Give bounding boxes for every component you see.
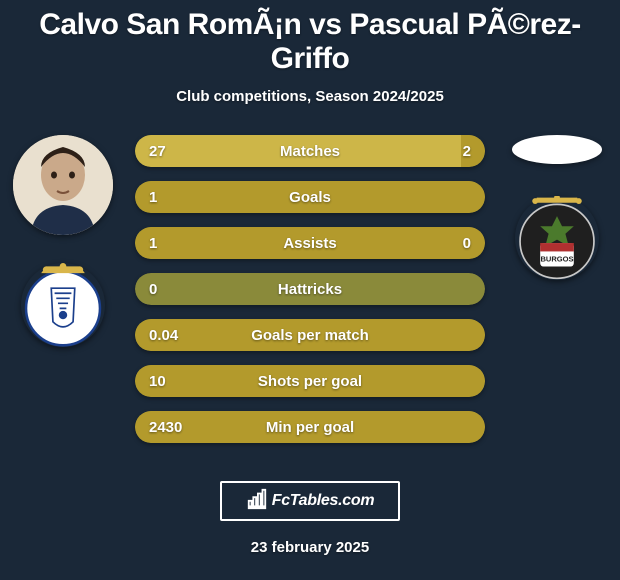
right-player-column: BURGOS <box>502 135 612 280</box>
footer-site-text: FcTables.com <box>272 492 375 510</box>
subtitle: Club competitions, Season 2024/2025 <box>0 88 620 105</box>
stat-row: 272Matches <box>135 135 485 167</box>
footer-site-badge: FcTables.com <box>220 481 400 521</box>
chart-icon <box>246 488 268 515</box>
footer-date: 23 february 2025 <box>0 539 620 556</box>
comparison-panel: BURGOS 272Matches 1Goals 10Assists 0Hattric… <box>0 135 620 455</box>
right-club-badge: BURGOS <box>515 196 599 280</box>
stat-row: 10Shots per goal <box>135 365 485 397</box>
stat-bars: 272Matches 1Goals 10Assists 0Hattricks 0.04G… <box>135 135 485 443</box>
svg-text:BURGOS: BURGOS <box>540 255 573 264</box>
right-player-avatar <box>512 135 602 164</box>
left-club-badge <box>21 263 105 347</box>
left-player-avatar <box>13 135 113 235</box>
stat-row: 10Assists <box>135 227 485 259</box>
stat-row: 0.04Goals per match <box>135 319 485 351</box>
stat-row: 1Goals <box>135 181 485 213</box>
left-player-column <box>8 135 118 347</box>
page-title: Calvo San RomÃ¡n vs Pascual PÃ©rez-Griff… <box>0 0 620 76</box>
stat-row: 2430Min per goal <box>135 411 485 443</box>
stat-row: 0Hattricks <box>135 273 485 305</box>
